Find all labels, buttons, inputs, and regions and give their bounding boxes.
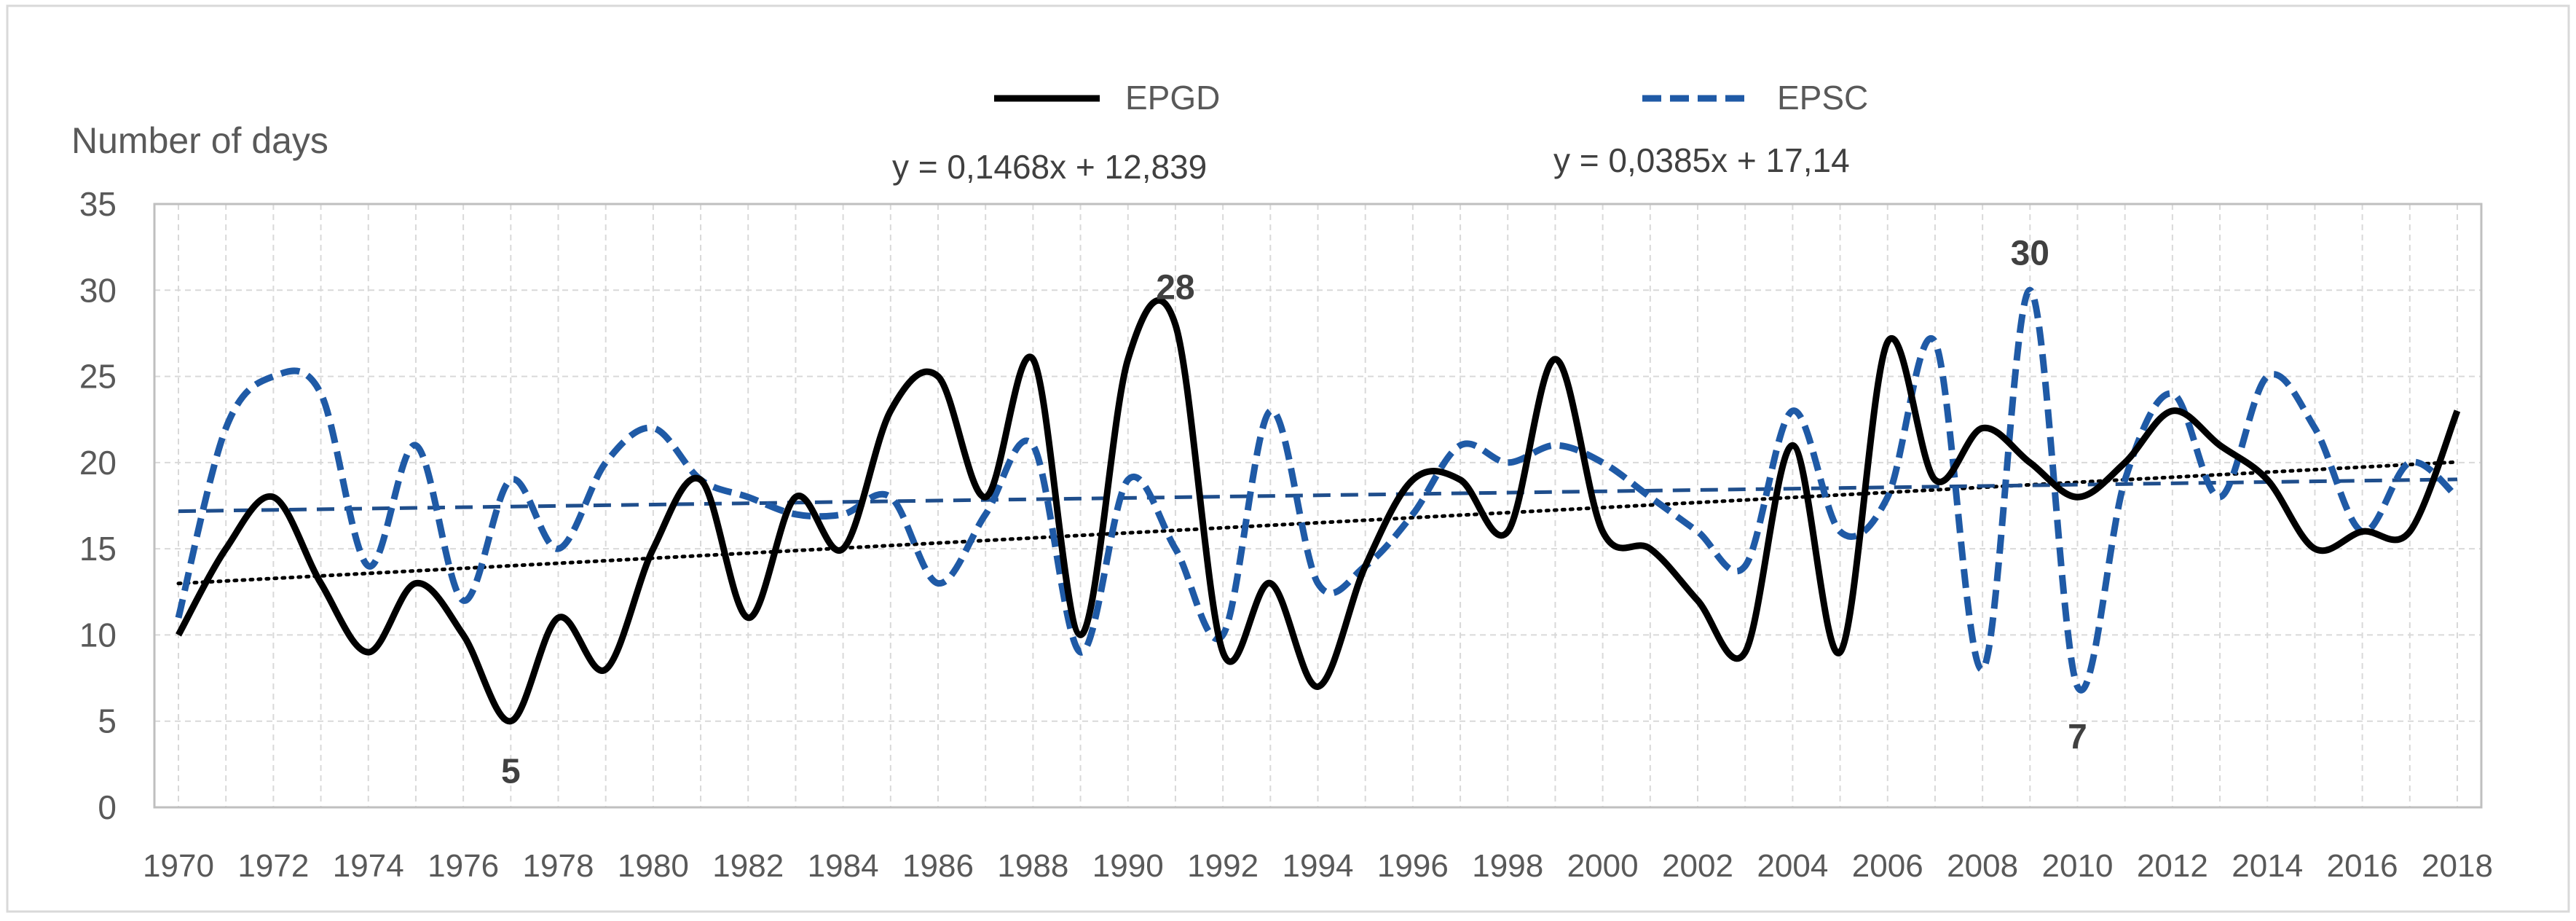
y-tick-label: 20	[79, 444, 117, 482]
x-tick-label: 2018	[2422, 848, 2493, 884]
x-tick-label: 2016	[2327, 848, 2398, 884]
legend-label-epsc: EPSC	[1777, 79, 1868, 117]
x-tick-label: 1994	[1283, 848, 1354, 884]
x-tick-label: 2012	[2137, 848, 2208, 884]
data-label: 28	[1156, 269, 1194, 307]
trendline-epsc	[178, 477, 2458, 514]
x-tick-label: 1982	[712, 848, 784, 884]
x-tick-label: 1978	[523, 848, 594, 884]
x-tick-label: 1998	[1472, 848, 1543, 884]
x-tick-label: 2000	[1567, 848, 1639, 884]
legend: EPGD EPSC	[994, 79, 1868, 117]
y-tick-label: 5	[98, 702, 117, 740]
x-tick-label: 1970	[143, 848, 214, 884]
y-tick-label: 15	[79, 530, 117, 568]
grid-layer	[154, 204, 2481, 807]
x-tick-label: 2002	[1662, 848, 1733, 884]
y-tick-label: 0	[98, 788, 117, 826]
trendline-equation-epgd: y = 0,1468x + 12,839	[892, 148, 1207, 186]
trendline-equation-epsc: y = 0,0385x + 17,14	[1553, 141, 1850, 179]
annotation-layer: 5 28 30 7	[501, 234, 2087, 791]
x-tick-label: 1984	[808, 848, 879, 884]
x-tick-label: 2006	[1852, 848, 1923, 884]
series-line-epsc	[175, 286, 2459, 694]
data-label: 30	[2011, 234, 2049, 273]
x-tick-label: 1992	[1187, 848, 1259, 884]
x-tick-label: 1986	[902, 848, 974, 884]
x-tick-label: 2014	[2232, 848, 2303, 884]
x-tick-label: 1976	[428, 848, 499, 884]
x-tick-label: 1988	[997, 848, 1068, 884]
x-tick-label: 1972	[237, 848, 309, 884]
y-tick-label: 10	[79, 616, 117, 654]
x-tick-label: 2010	[2042, 848, 2114, 884]
y-tick-label: 30	[79, 271, 117, 309]
series-line-epgd	[176, 297, 2461, 725]
y-tick-label: 35	[79, 185, 117, 223]
y-tick-label: 25	[79, 358, 117, 396]
data-label: 5	[501, 753, 521, 791]
plot-area-border	[153, 203, 2483, 809]
series-layer	[175, 286, 2461, 725]
legend-label-epgd: EPGD	[1125, 79, 1220, 117]
x-tick-label: 1996	[1377, 848, 1449, 884]
trendline-epgd	[176, 460, 2459, 586]
y-axis-label: Number of days	[71, 120, 328, 161]
data-label: 7	[2068, 718, 2087, 756]
x-tick-label: 1990	[1092, 848, 1164, 884]
x-tick-label: 2004	[1757, 848, 1828, 884]
x-tick-label: 1980	[618, 848, 689, 884]
axis-layer: 0 5 10 15 20 25 30 35 1970 1972 1974 1976 1978 1980 19…	[79, 185, 2493, 884]
x-tick-label: 2008	[1947, 848, 2018, 884]
trend-layer	[176, 460, 2459, 586]
x-tick-label: 1974	[333, 848, 404, 884]
